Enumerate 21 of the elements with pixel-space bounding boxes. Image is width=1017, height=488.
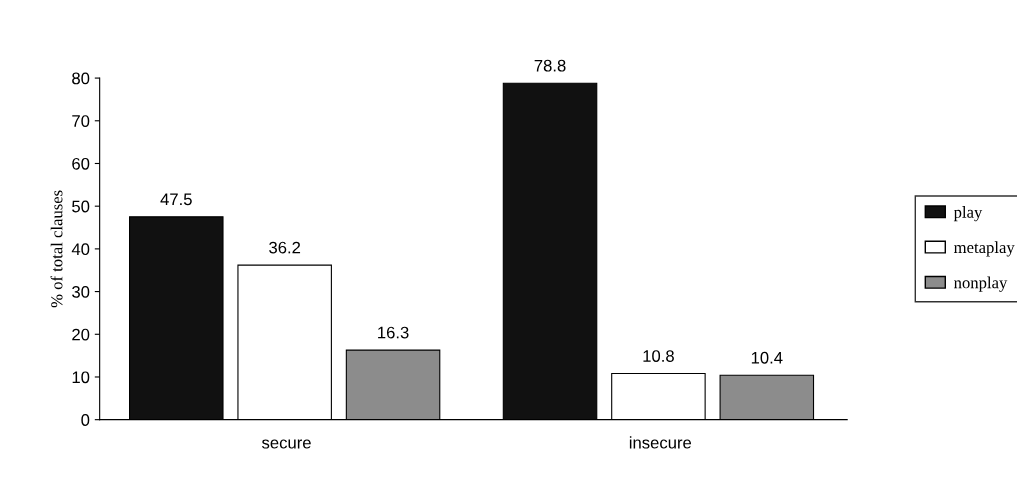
y-tick-label: 0: [81, 414, 90, 426]
x-tick-label: secure: [261, 439, 311, 449]
y-tick-label: 60: [72, 157, 90, 170]
data-label: 16.3: [378, 326, 409, 339]
y-tick-label: 10: [72, 371, 90, 384]
y-tick-label: 50: [72, 200, 90, 213]
y-tick-label: 20: [72, 328, 90, 341]
legend-label: nonplay: [954, 276, 1008, 292]
data-label: 78.8: [534, 59, 566, 72]
y-tick-label: 40: [71, 243, 90, 256]
y-tick-label: 30: [72, 285, 90, 298]
data-label: 10.4: [751, 351, 783, 364]
y-axis-title: % of total clauses: [50, 190, 63, 308]
data-label: 10.8: [643, 350, 674, 362]
legend-label: play: [953, 206, 983, 222]
x-tick-label: insecure: [629, 436, 692, 449]
y-tick-label: 70: [72, 115, 90, 127]
data-label: 47.5: [160, 193, 192, 206]
legend-label: metaplay: [953, 241, 1015, 257]
y-tick-label: 80: [72, 72, 90, 85]
data-label: 36.2: [269, 241, 301, 254]
